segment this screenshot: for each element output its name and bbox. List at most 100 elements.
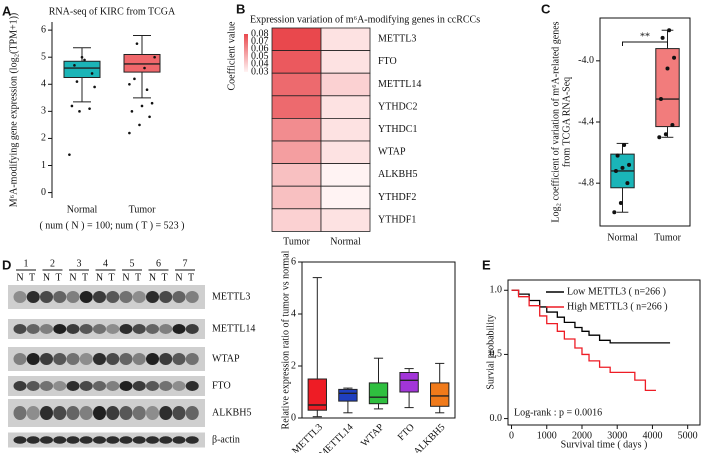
data-point [672, 55, 677, 60]
lane-pair-label: N [16, 272, 23, 283]
legend-label: Low METTL3 ( n=266 ) [567, 286, 666, 297]
blot-band [66, 291, 80, 303]
blot-band [13, 353, 27, 365]
lane-pair-label: T [188, 272, 194, 283]
blot-band [13, 436, 27, 444]
x-tick-label: ALKBH5 [412, 422, 448, 453]
heatmap-cell [320, 72, 371, 97]
x-tick-label: 4000 [642, 430, 662, 441]
protein-label: METTL14 [212, 323, 255, 334]
annotation: Log-rank : p = 0.0016 [514, 407, 602, 418]
colorbar-tick-label: 0.05 [251, 51, 269, 62]
blot-band [66, 436, 80, 444]
protein-label: METTL3 [212, 291, 250, 302]
lane-pair-label: T [135, 272, 141, 283]
row-label: METTL3 [378, 34, 416, 45]
blot-band [53, 353, 67, 365]
blot-band [106, 381, 120, 391]
blot-band [185, 406, 199, 420]
blot-band [159, 406, 173, 420]
blot-band [119, 381, 133, 391]
panel-label: D [2, 257, 11, 272]
blot-band [26, 291, 40, 303]
blot-band [79, 406, 93, 420]
blot-band [132, 406, 146, 420]
protein-label: β-actin [212, 434, 240, 445]
column-label: Tumor [283, 237, 311, 248]
blot-band [172, 406, 186, 420]
data-point [88, 107, 91, 110]
lane-label: 6 [156, 258, 161, 269]
blot-band [93, 406, 106, 420]
data-point [622, 142, 627, 147]
blot-band [132, 291, 146, 303]
blot-band [26, 324, 40, 334]
data-point [80, 55, 84, 59]
colorbar-tick-label: 0.03 [251, 66, 269, 77]
blot-band [53, 406, 67, 420]
data-point [128, 82, 131, 86]
y-tick-label: -4.8 [578, 177, 594, 188]
lane-label: 2 [50, 258, 55, 269]
blot-band [93, 381, 106, 391]
heatmap-cell [271, 50, 322, 74]
y-tick-label: 0 [41, 187, 46, 198]
plot-frame [507, 279, 701, 426]
y-tick-label: 1 [41, 160, 46, 171]
data-point [657, 135, 662, 140]
blot-band [79, 291, 93, 303]
heatmap-cell [271, 208, 322, 232]
data-point [140, 104, 144, 108]
lane-label: 5 [130, 258, 135, 269]
blot-band [146, 353, 159, 365]
data-point [618, 201, 623, 206]
colorbar-tick-label: 0.07 [251, 36, 269, 47]
data-point [660, 35, 665, 40]
data-point [612, 210, 617, 215]
row-label: WTAP [378, 147, 406, 158]
blot-band [26, 406, 40, 420]
blot-band [13, 324, 27, 334]
data-point [658, 97, 663, 102]
heatmap-cell [320, 185, 371, 210]
survival-curve [511, 289, 671, 344]
blot-band [93, 353, 106, 365]
data-point [78, 110, 81, 113]
heatmap-cell [320, 95, 371, 119]
row-label: FTO [378, 56, 397, 67]
panel-label: E [482, 257, 491, 272]
data-point [70, 104, 74, 108]
blot-band [79, 381, 93, 391]
blot-band [132, 324, 146, 334]
blot-band [106, 291, 120, 303]
blot-band [159, 381, 173, 391]
lane-pair-label: N [69, 272, 76, 283]
heatmap-cell [320, 50, 371, 74]
panel-label: B [236, 1, 245, 16]
lane-label: 3 [77, 258, 82, 269]
x-tick-label: Tumor [129, 204, 157, 215]
blot-band [172, 436, 186, 444]
data-point [128, 131, 131, 135]
blot-band [185, 436, 199, 444]
panel-label: A [2, 3, 12, 18]
lane-pair-label: T [82, 272, 88, 283]
y-tick-label: 6 [41, 24, 46, 35]
colorbar-tick-label: 0.04 [251, 59, 269, 70]
row-label: METTL14 [378, 79, 421, 90]
blot-band [146, 381, 159, 391]
significance-bracket [622, 41, 668, 46]
blot-band [40, 381, 53, 391]
data-point [667, 28, 672, 33]
protein-label: ALKBH5 [212, 407, 251, 418]
y-tick-label: 2 [41, 133, 46, 144]
heatmap-cell [271, 185, 322, 210]
y-tick-label: 4 [41, 79, 46, 90]
box [338, 388, 358, 402]
blot-band [66, 406, 80, 420]
blot-strip [8, 319, 205, 339]
blot-band [13, 381, 27, 391]
y-axis-label: Relative expression ratio of tumor vs no… [280, 250, 291, 429]
blot-band [53, 291, 67, 303]
